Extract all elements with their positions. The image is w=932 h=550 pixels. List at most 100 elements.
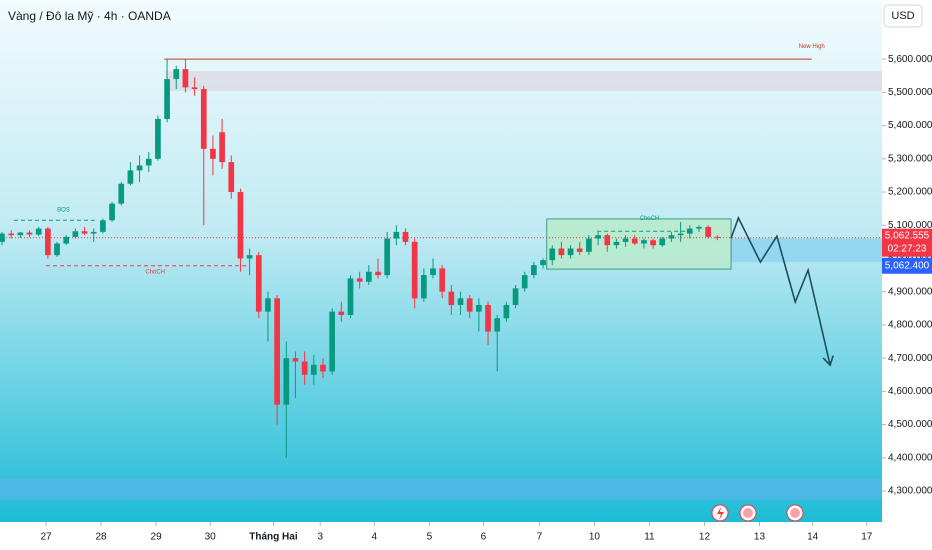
y-tick-label: 5,300.000	[888, 153, 932, 164]
candle-body	[485, 304, 491, 332]
candle-body	[109, 203, 115, 221]
candle-body	[155, 118, 161, 159]
candle-body	[604, 235, 611, 246]
y-tick-label: 4,500.000	[888, 419, 932, 430]
candle-body	[274, 298, 280, 405]
candle-body	[35, 228, 42, 235]
candle-body	[63, 236, 70, 244]
candle-body	[540, 260, 546, 266]
bid-box	[882, 257, 932, 274]
candle-body	[136, 165, 143, 171]
candle-body	[558, 248, 565, 256]
candle-body	[375, 271, 381, 276]
candle-body	[301, 361, 308, 375]
currency-button[interactable]	[883, 4, 923, 28]
candle-body	[421, 275, 427, 299]
candle-body	[384, 238, 391, 276]
candle-body	[164, 79, 170, 119]
candle-body	[448, 291, 455, 305]
currency-label[interactable]: USD	[891, 10, 914, 22]
annotation: ChoCH	[640, 216, 660, 222]
y-tick-label: 4,300.000	[888, 486, 932, 497]
candle-body	[72, 231, 79, 237]
x-tick-label: 30	[205, 532, 217, 543]
zone	[0, 478, 882, 501]
annotation: BOS	[57, 208, 70, 214]
candle-body	[503, 304, 510, 319]
candle-body	[228, 162, 235, 193]
candle-body	[613, 241, 620, 246]
x-tick-label: 27	[40, 532, 52, 543]
candle-body	[265, 298, 271, 312]
candle-body	[439, 268, 446, 292]
x-tick-label: 10	[589, 532, 601, 543]
y-tick-label: 5,200.000	[888, 187, 932, 198]
candle-body	[549, 248, 556, 261]
candle-body	[595, 235, 601, 239]
event-icons	[711, 504, 804, 522]
y-tick-label: 4,400.000	[888, 452, 932, 463]
x-tick-label: 17	[861, 532, 873, 543]
bid-label: 5,062.400	[885, 260, 930, 271]
x-tick-label: 4	[372, 532, 378, 543]
countdown-label: 02:27:23	[888, 243, 927, 254]
candle-body	[54, 243, 60, 256]
candle-body	[457, 298, 464, 305]
candle-body	[191, 87, 198, 90]
projection-arrowhead	[822, 355, 834, 367]
candle-body	[173, 69, 180, 80]
candle-body	[430, 268, 436, 276]
candle-body	[714, 236, 721, 238]
y-tick-label: 4,600.000	[888, 386, 932, 397]
y-tick-label: 5,400.000	[888, 120, 932, 131]
candle-body	[127, 170, 134, 184]
x-tick-label: 7	[537, 532, 543, 543]
y-tick-label: 4,700.000	[888, 353, 932, 364]
candle-body	[402, 231, 409, 242]
candle-body	[26, 232, 33, 235]
event-icon-glyph	[717, 507, 724, 520]
candle-body	[182, 69, 189, 88]
y-tick-label: 5,500.000	[888, 87, 932, 98]
candle-body	[90, 231, 97, 234]
candle-body	[145, 158, 152, 166]
annotation: New High	[799, 44, 825, 50]
candle-body	[521, 275, 528, 289]
candle-body	[641, 240, 647, 244]
candle-body	[531, 265, 537, 276]
last-price-box	[882, 228, 932, 257]
candle-body	[0, 233, 5, 242]
x-tick-label: 14	[807, 532, 819, 543]
candle-body	[393, 231, 400, 239]
candle-body	[292, 358, 299, 362]
candle-body	[476, 304, 482, 312]
x-tick-label: 6	[481, 532, 487, 543]
candle-body	[329, 311, 335, 372]
candle-body	[567, 248, 574, 256]
candle-body	[246, 255, 253, 259]
candle-body	[512, 288, 519, 305]
candle-body	[466, 298, 473, 312]
zone	[165, 71, 882, 92]
candle-body	[255, 255, 262, 312]
candle-body	[283, 358, 290, 405]
candle-body	[45, 228, 51, 256]
x-tick-label: 29	[151, 532, 163, 543]
zone	[546, 218, 732, 270]
y-tick-label: 5,100.000	[888, 220, 932, 231]
x-tick-label: 5	[427, 532, 433, 543]
event-icon-glyph	[743, 508, 753, 518]
candle-body	[705, 226, 711, 237]
candle-body	[338, 311, 345, 315]
candle-body	[677, 233, 684, 236]
x-tick-label: Tháng Hai	[249, 532, 298, 543]
projection-path	[730, 215, 831, 366]
candle-body	[81, 231, 88, 234]
candle-body	[686, 228, 693, 234]
y-tick-label: 4,800.000	[888, 320, 932, 331]
candle-body	[100, 220, 106, 232]
event-icon-glyph	[790, 508, 800, 518]
candle-body	[668, 235, 675, 239]
candle-body	[356, 278, 363, 282]
